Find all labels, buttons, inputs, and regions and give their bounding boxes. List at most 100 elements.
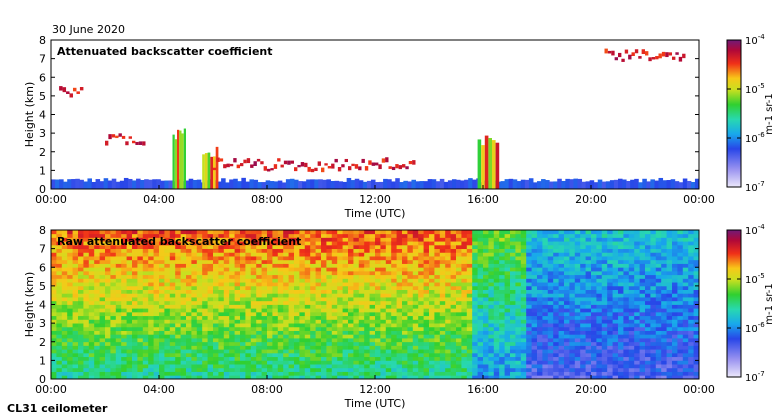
raw-noise-cell xyxy=(56,304,63,309)
raw-noise-cell xyxy=(299,367,306,372)
raw-noise-cell xyxy=(380,375,387,379)
raw-noise-cell xyxy=(61,311,68,317)
raw-noise-cell xyxy=(623,330,630,335)
raw-noise-cell xyxy=(445,282,451,287)
raw-noise-cell xyxy=(466,345,473,350)
raw-noise-cell xyxy=(634,300,640,305)
raw-noise-cell xyxy=(196,375,203,379)
raw-noise-cell xyxy=(574,330,581,335)
raw-noise-cell xyxy=(234,338,241,343)
raw-noise-cell xyxy=(439,278,446,283)
raw-noise-cell xyxy=(267,297,273,302)
raw-noise-cell xyxy=(288,237,295,242)
raw-noise-cell xyxy=(639,375,646,379)
raw-noise-cell xyxy=(396,375,403,379)
boundary-layer-cell xyxy=(75,178,80,189)
raw-noise-cell xyxy=(564,367,570,372)
raw-noise-cell xyxy=(553,326,559,331)
raw-noise-cell xyxy=(348,360,354,365)
raw-noise-cell xyxy=(429,330,435,335)
raw-noise-cell xyxy=(110,319,117,324)
raw-noise-cell xyxy=(94,252,100,257)
raw-noise-cell xyxy=(655,311,662,317)
raw-noise-cell xyxy=(623,230,630,235)
raw-noise-cell xyxy=(375,345,381,350)
raw-noise-cell xyxy=(493,297,500,302)
raw-noise-cell xyxy=(542,364,549,369)
raw-noise-cell xyxy=(380,282,387,287)
raw-noise-cell xyxy=(450,289,457,294)
raw-noise-cell xyxy=(169,356,176,361)
raw-noise-cell xyxy=(218,367,225,372)
raw-noise-cell xyxy=(499,230,505,235)
raw-noise-cell xyxy=(396,263,403,268)
raw-noise-cell xyxy=(515,274,522,279)
raw-noise-cell xyxy=(639,341,646,346)
raw-noise-cell xyxy=(94,274,100,279)
raw-noise-cell xyxy=(655,293,662,298)
boundary-layer-cell xyxy=(553,181,558,189)
raw-noise-cell xyxy=(564,345,570,350)
raw-noise-cell xyxy=(105,244,111,250)
raw-noise-cell xyxy=(115,345,122,350)
raw-noise-cell xyxy=(83,289,90,294)
raw-noise-cell xyxy=(277,311,284,317)
raw-noise-cell xyxy=(402,237,408,242)
raw-noise-cell xyxy=(493,244,500,250)
raw-noise-cell xyxy=(596,285,603,290)
raw-noise-cell xyxy=(358,230,365,235)
raw-noise-cell xyxy=(358,293,365,298)
raw-noise-cell xyxy=(294,263,300,268)
raw-noise-cell xyxy=(191,334,198,339)
raw-noise-cell xyxy=(477,345,484,350)
raw-noise-cell xyxy=(483,352,489,358)
raw-noise-cell xyxy=(180,241,187,246)
boundary-layer-cell xyxy=(144,179,149,189)
raw-noise-cell xyxy=(596,319,603,324)
raw-noise-cell xyxy=(304,338,311,343)
y-axis-label: Height (km) xyxy=(23,82,36,148)
raw-noise-cell xyxy=(407,300,414,305)
raw-noise-cell xyxy=(672,315,678,320)
raw-noise-cell xyxy=(326,308,333,313)
raw-noise-cell xyxy=(402,297,408,302)
raw-noise-cell xyxy=(402,371,408,376)
cumulus-layer-cell xyxy=(364,166,369,171)
raw-noise-cell xyxy=(510,289,516,294)
raw-noise-cell xyxy=(126,248,133,253)
raw-noise-cell xyxy=(369,256,376,261)
raw-noise-cell xyxy=(472,270,478,276)
raw-noise-cell xyxy=(261,311,268,317)
raw-noise-cell xyxy=(337,274,343,279)
raw-noise-cell xyxy=(434,349,441,354)
raw-noise-cell xyxy=(304,256,311,261)
raw-noise-cell xyxy=(67,304,73,309)
raw-noise-cell xyxy=(558,300,565,305)
raw-noise-cell xyxy=(531,300,538,305)
raw-noise-cell xyxy=(180,334,187,339)
raw-noise-cell xyxy=(439,375,446,379)
raw-noise-cell xyxy=(618,244,624,250)
raw-noise-cell xyxy=(83,233,90,238)
raw-noise-cell xyxy=(353,256,360,261)
raw-noise-cell xyxy=(169,345,176,350)
raw-noise-cell xyxy=(186,237,192,242)
cumulus-layer-cell xyxy=(348,166,352,171)
raw-noise-cell xyxy=(348,248,354,253)
raw-noise-cell xyxy=(132,326,138,331)
raw-noise-cell xyxy=(434,323,441,328)
raw-noise-cell xyxy=(569,248,576,253)
raw-noise-cell xyxy=(218,259,225,264)
raw-noise-cell xyxy=(240,241,246,246)
raw-noise-cell xyxy=(677,356,684,361)
cumulus-layer-cell xyxy=(354,164,359,169)
raw-noise-cell xyxy=(142,256,149,261)
raw-noise-cell xyxy=(493,248,500,253)
raw-noise-cell xyxy=(348,297,354,302)
raw-noise-cell xyxy=(402,367,408,372)
raw-noise-cell xyxy=(520,293,527,298)
raw-noise-cell xyxy=(283,334,289,339)
raw-noise-cell xyxy=(537,315,543,320)
raw-noise-cell xyxy=(418,304,424,309)
raw-noise-cell xyxy=(461,352,468,358)
